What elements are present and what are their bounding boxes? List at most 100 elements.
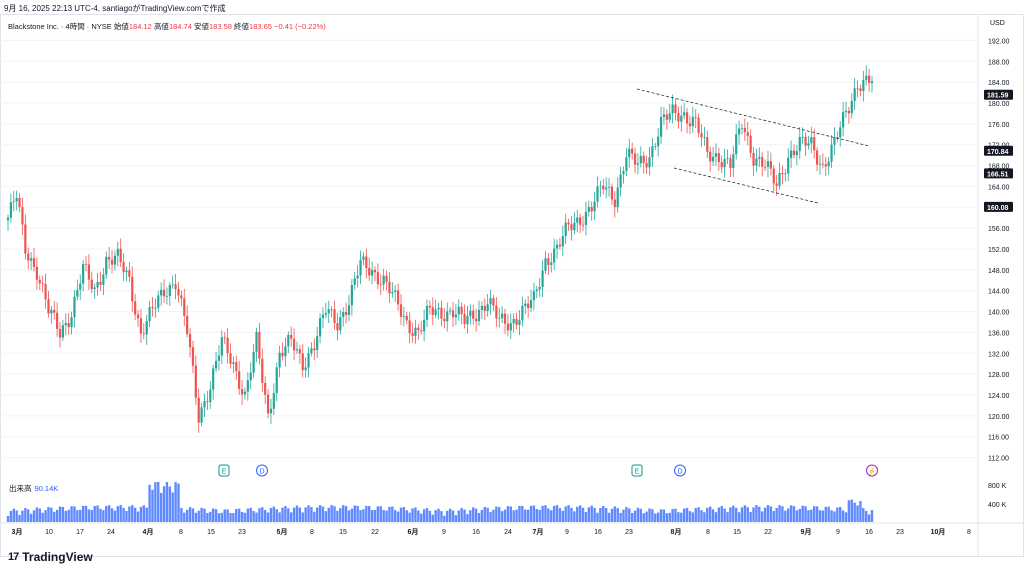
candle-body (134, 301, 137, 315)
candle-body (344, 312, 348, 315)
candle-body (30, 258, 33, 261)
volume-bar (327, 507, 330, 522)
candle-body (613, 199, 616, 208)
volume-bar (102, 510, 105, 522)
candle-body (454, 314, 457, 318)
candle-body (223, 337, 226, 339)
volume-bar (203, 508, 206, 522)
event-letter: ⚡ (868, 467, 877, 476)
candle-body (200, 407, 203, 423)
earnings-event-icon[interactable]: E (631, 464, 643, 477)
candle-body (512, 318, 515, 324)
candle-body (385, 275, 388, 282)
candle-body (229, 353, 232, 364)
candle-body (619, 174, 622, 188)
volume-bar (532, 505, 536, 522)
candle-body (99, 281, 102, 285)
high-label: 高値 (153, 22, 169, 31)
candle-body (370, 269, 374, 276)
volume-bar (209, 511, 212, 522)
time-tick-label: 23 (238, 529, 246, 536)
volume-bar (645, 511, 648, 522)
time-tick-label: 23 (896, 529, 904, 536)
volume-bar (420, 513, 423, 522)
channel-trendline[interactable] (673, 167, 819, 204)
volume-bar (778, 505, 781, 522)
volume-bar (506, 506, 510, 522)
volume-bar (697, 507, 700, 522)
volume-bar (555, 505, 559, 522)
tradingview-logo[interactable]: 17 TradingView (8, 550, 93, 564)
volume-bar (821, 510, 825, 522)
volume-bar (220, 512, 224, 522)
candle-body (463, 313, 466, 325)
earnings-event-icon[interactable]: E (218, 464, 230, 477)
candle-body (330, 309, 333, 311)
price-tag (984, 89, 1013, 100)
time-tick-label: 10 (45, 529, 53, 536)
volume-bar (682, 508, 686, 522)
candle-body (316, 336, 319, 351)
candle-body (472, 310, 475, 319)
time-tick-label: 9 (442, 529, 446, 536)
volume-bar (469, 510, 472, 522)
candle-body (804, 136, 807, 146)
volume-bar (148, 484, 151, 522)
volume-bar (145, 507, 148, 522)
volume-bar (431, 514, 434, 522)
price-axis[interactable]: 192.00188.00184.00180.00176.00172.00168.… (988, 38, 1010, 462)
volume-bar (255, 512, 258, 522)
price-tick-label: 168.00 (988, 164, 1010, 171)
volume-bar (671, 508, 674, 522)
candle-body (327, 309, 330, 314)
candle-body (157, 295, 160, 308)
candle-body (79, 283, 82, 290)
candle-body (318, 318, 322, 337)
split-news-event-icon[interactable]: ⚡ (866, 464, 878, 477)
volume-bar (515, 509, 518, 522)
volume-bar (706, 507, 709, 522)
candle-body (703, 137, 706, 138)
dividend-event-icon[interactable]: D (674, 464, 686, 477)
dividend-event-icon[interactable]: D (256, 464, 268, 477)
volume-bar (370, 510, 374, 522)
volume-bar (700, 510, 703, 522)
candle-body (339, 317, 342, 331)
candle-body (544, 258, 547, 271)
volume-bar (628, 508, 631, 522)
candles (6, 65, 874, 433)
candle-body (558, 244, 562, 247)
volume-bar (217, 513, 221, 522)
volume-bar (29, 513, 33, 522)
candle-body (113, 255, 117, 265)
volume-bar (685, 507, 689, 522)
volume-bar (50, 507, 53, 522)
symbol-name[interactable]: Blackstone Inc. · 4時間 · NYSE (8, 22, 112, 31)
time-tick-label: 8 (706, 529, 710, 536)
candle-body (532, 291, 536, 301)
candle-body (648, 157, 651, 168)
candle-body (417, 327, 420, 331)
volume-bar (810, 509, 813, 522)
volume-bar (396, 511, 400, 522)
candle-body (428, 305, 431, 308)
volume-bar (561, 510, 565, 522)
volume-bar (463, 509, 466, 522)
volume-bar (281, 507, 284, 522)
volume-bar (781, 506, 784, 522)
volume-bar (639, 508, 643, 522)
candle-body (657, 136, 660, 147)
volume-bar (662, 509, 666, 522)
volume-bar (185, 509, 189, 522)
candle-body (466, 316, 469, 325)
candle-body (307, 353, 310, 368)
candle-body (547, 258, 550, 265)
candle-body (789, 150, 793, 158)
candle-body (24, 224, 27, 254)
volume-bar (301, 512, 304, 522)
volume-bar (474, 508, 478, 522)
volume-legend: 出来高 90.14K (9, 483, 58, 494)
candle-body (700, 133, 703, 138)
candle-body (131, 276, 134, 302)
